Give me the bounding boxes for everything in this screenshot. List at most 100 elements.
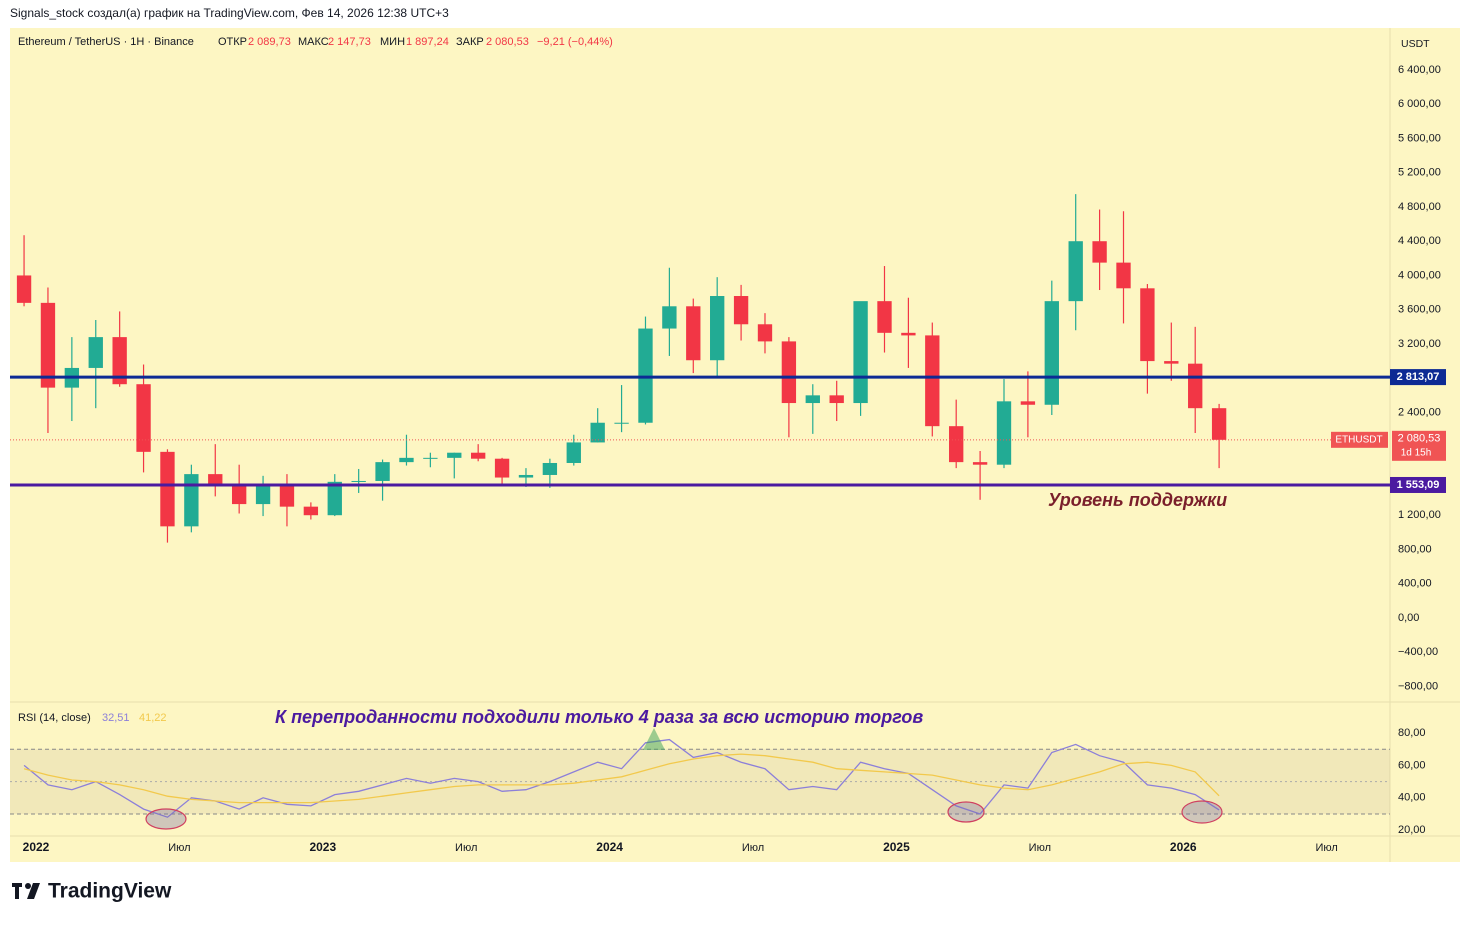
y-tick-label: 6 400,00	[1398, 64, 1441, 76]
candle-body	[112, 337, 127, 385]
x-tick-label: Июл	[168, 842, 190, 854]
y-tick-label: 4 400,00	[1398, 235, 1441, 247]
candle-body	[877, 301, 892, 333]
x-tick-label: Июл	[1029, 842, 1051, 854]
x-tick-label: 2022	[23, 840, 50, 854]
x-tick-label: Июл	[1315, 842, 1337, 854]
level-label-box	[1390, 476, 1446, 493]
candle-body	[1092, 241, 1107, 263]
x-tick-label: 2026	[1170, 840, 1197, 854]
rsi-tick-label: 20,00	[1398, 824, 1426, 836]
y-tick-label: 5 200,00	[1398, 167, 1441, 179]
oversold-ellipse	[1181, 800, 1223, 824]
candle-body	[327, 481, 342, 516]
last-price-label: 2 080,53	[1398, 433, 1441, 445]
x-tick-label: Июл	[455, 842, 477, 854]
candle-body	[88, 337, 103, 368]
candle-body	[16, 275, 32, 303]
candle-body	[542, 462, 558, 475]
candle-body	[590, 422, 605, 443]
logo-shape	[27, 883, 40, 899]
x-tick-label: Июл	[742, 842, 764, 854]
stat-value: 2 147,73	[328, 36, 371, 48]
y-tick-label: 4 800,00	[1398, 201, 1441, 213]
candle-body	[1068, 241, 1083, 302]
rsi-annotation: К перепроданности подходили только 4 раз…	[275, 707, 923, 727]
candle-body	[1044, 301, 1059, 405]
level-label: 1 553,09	[1397, 479, 1440, 491]
candle-body	[853, 301, 868, 404]
stat-name: ЗАКР	[456, 36, 484, 48]
stat-value: 1 897,24	[406, 36, 449, 48]
candle-body	[566, 442, 581, 463]
candle-body	[686, 306, 701, 361]
rsi-value: 41,22	[139, 712, 167, 724]
overbought-peak	[643, 728, 665, 750]
candle-body	[351, 480, 366, 482]
logo-shape	[15, 883, 19, 899]
y-tick-label: 6 000,00	[1398, 98, 1441, 110]
stat-name: МАКС	[298, 36, 329, 48]
candle-body	[184, 474, 199, 527]
rsi-line	[23, 738, 1220, 818]
level-label: 2 813,07	[1397, 371, 1440, 383]
rsi-line	[23, 753, 1220, 804]
candle-body	[901, 332, 916, 336]
y-tick-label: 0,00	[1398, 612, 1419, 624]
candle-body	[925, 335, 940, 427]
y-tick-label: 5 600,00	[1398, 132, 1441, 144]
candle-body	[1020, 401, 1036, 405]
chart-background	[10, 28, 1390, 862]
rsi-tick-label: 40,00	[1398, 792, 1426, 804]
candle-body	[40, 302, 56, 388]
candle-body	[279, 483, 295, 507]
candle-body	[972, 462, 988, 465]
candle-body	[471, 452, 486, 459]
candle-body	[662, 306, 677, 329]
candle-body	[255, 483, 271, 505]
candle-body	[494, 458, 510, 478]
oversold-ellipse	[947, 801, 985, 823]
candle-body	[996, 401, 1012, 465]
candle-body	[733, 296, 749, 325]
symbol: Ethereum / TetherUS · 1Н · Binance	[18, 36, 194, 48]
candle-body	[1164, 361, 1179, 364]
countdown: 1d 15h	[1401, 447, 1432, 458]
candle-body	[949, 426, 964, 463]
level-label-box	[1390, 369, 1446, 386]
candle-body	[781, 341, 797, 404]
y-tick-label: −400,00	[1398, 646, 1438, 658]
y-tick-label: 1 200,00	[1398, 509, 1441, 521]
stat-name: ОТКР	[218, 36, 247, 48]
stat-value: 2 089,73	[248, 36, 291, 48]
candle-body	[757, 324, 773, 342]
last-price-box	[1392, 430, 1446, 461]
rsi-tick-label: 80,00	[1398, 727, 1426, 739]
y-tick-label: 4 000,00	[1398, 269, 1441, 281]
candle-body	[399, 457, 414, 463]
brand: TradingView	[48, 880, 172, 903]
candle-body	[1188, 363, 1203, 409]
stat-name: МИН	[380, 36, 405, 48]
candle-body	[518, 474, 534, 478]
currency: USDT	[1401, 38, 1430, 50]
oversold-ellipse	[145, 808, 187, 830]
highlights	[145, 728, 1223, 830]
x-tick-label: 2025	[883, 840, 910, 854]
candle-body	[208, 474, 223, 486]
candle-body	[231, 485, 247, 505]
x-tick-label: 2023	[309, 840, 336, 854]
candle-body	[1140, 288, 1155, 362]
logo-shape	[25, 883, 31, 889]
candle-body	[1211, 408, 1227, 440]
candle-body	[303, 506, 319, 516]
candle-body	[829, 395, 844, 404]
candle-body	[710, 296, 725, 361]
rsi-value: 32,51	[102, 712, 130, 724]
y-tick-label: 3 200,00	[1398, 338, 1441, 350]
y-tick-label: −800,00	[1398, 680, 1438, 692]
rsi-title: RSI (14, close)	[18, 712, 91, 724]
y-tick-label: 3 600,00	[1398, 304, 1441, 316]
candle-body	[614, 422, 629, 424]
